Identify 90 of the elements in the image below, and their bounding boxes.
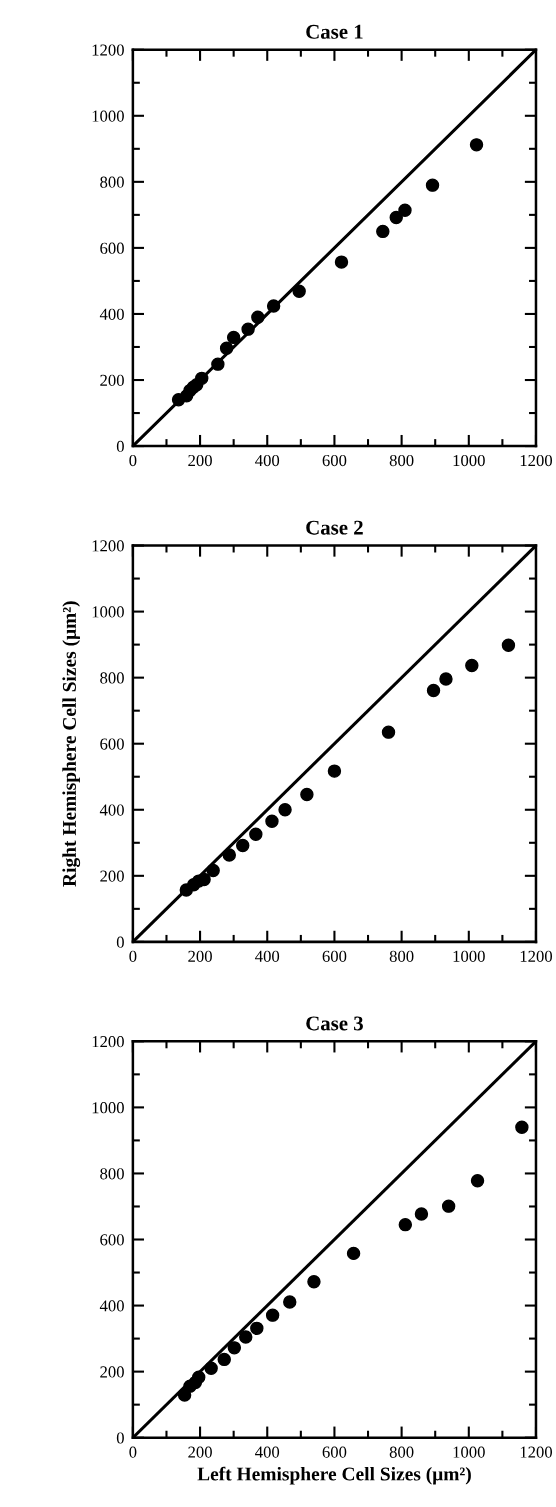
- chart-title: Case 1: [306, 24, 363, 39]
- point: [501, 638, 516, 652]
- y-tick-label: 800: [100, 176, 124, 188]
- point: [307, 1275, 321, 1289]
- point: [227, 1341, 242, 1355]
- y-tick-label: 0: [116, 440, 124, 453]
- y-tick-label: 0: [116, 1432, 124, 1444]
- x-tick-label: 600: [322, 1446, 347, 1458]
- y-tick-label: 1200: [92, 1036, 124, 1048]
- point: [195, 371, 209, 386]
- y-tick-label: 200: [100, 870, 124, 882]
- y-tick-label: 1000: [92, 606, 124, 618]
- x-tick-label: 800: [389, 1446, 414, 1458]
- x-tick-label: 1200: [520, 454, 553, 467]
- point: [266, 299, 281, 313]
- y-tick-label: 0: [116, 936, 124, 948]
- x-tick-label: 400: [255, 1446, 280, 1458]
- point: [381, 725, 396, 739]
- point: [300, 787, 314, 802]
- point: [239, 1330, 253, 1344]
- y-tick-label: 200: [100, 374, 124, 386]
- x-tick-label: 1000: [453, 1446, 485, 1458]
- x-tick-label: 400: [255, 950, 280, 962]
- point: [515, 1120, 529, 1134]
- x-tick-label: 1200: [520, 950, 553, 962]
- point: [465, 658, 479, 673]
- y-tick-label: 200: [100, 1366, 124, 1378]
- point: [425, 178, 440, 192]
- point: [346, 1246, 361, 1261]
- point: [250, 1321, 264, 1336]
- x-tick-label: 800: [389, 454, 414, 467]
- point: [398, 1217, 413, 1232]
- y-tick-label: 400: [99, 308, 124, 320]
- y-tick-label: 1200: [92, 44, 124, 56]
- x-tick-label: 200: [188, 950, 212, 962]
- point: [469, 138, 484, 152]
- x-tick-label: 800: [389, 950, 414, 962]
- chart-title: Case 2: [306, 520, 363, 535]
- point: [292, 284, 306, 298]
- point: [226, 330, 241, 345]
- y-tick-label: 600: [100, 242, 124, 254]
- x-tick-label: 200: [188, 1446, 212, 1458]
- x-tick-label: 1000: [453, 950, 485, 962]
- x-tick-label: 0: [129, 950, 137, 962]
- point: [398, 203, 412, 217]
- x-tick-label: 600: [322, 950, 347, 962]
- y-tick-label: 600: [100, 738, 124, 750]
- point: [441, 1199, 456, 1213]
- y-tick-label: 400: [99, 1300, 124, 1312]
- point: [204, 1361, 218, 1376]
- point: [211, 357, 225, 371]
- point: [219, 341, 234, 356]
- point: [439, 672, 453, 686]
- x-axis-title: Left Hemisphere Cell Sizes (μm²): [197, 1466, 471, 1485]
- point: [426, 683, 441, 698]
- point: [334, 255, 349, 269]
- point: [206, 863, 220, 878]
- point: [197, 872, 211, 887]
- point: [389, 210, 403, 225]
- point: [249, 827, 263, 841]
- y-tick-label: 800: [100, 672, 124, 684]
- point: [251, 310, 265, 324]
- point: [327, 764, 342, 778]
- y-tick-label: 400: [99, 804, 124, 816]
- point: [236, 838, 250, 853]
- point: [222, 848, 237, 862]
- x-tick-label: 1200: [520, 1446, 553, 1458]
- y-tick-label: 800: [100, 1168, 124, 1180]
- y-tick-label: 1000: [92, 110, 124, 122]
- point: [265, 1308, 280, 1322]
- point: [265, 814, 279, 829]
- y-tick-label: 1200: [92, 540, 124, 552]
- y-tick-label: 600: [100, 1234, 124, 1246]
- point: [470, 1174, 485, 1188]
- x-tick-label: 400: [255, 454, 280, 467]
- y-tick-label: 1000: [92, 1102, 124, 1114]
- x-tick-label: 0: [129, 1446, 137, 1458]
- point: [414, 1207, 429, 1221]
- point: [241, 322, 255, 336]
- x-tick-label: 200: [188, 454, 212, 467]
- point: [278, 803, 292, 817]
- x-tick-label: 1000: [453, 454, 485, 467]
- point: [376, 224, 390, 239]
- chart-title: Case 3: [306, 1016, 363, 1031]
- point: [192, 1370, 206, 1384]
- y-axis-title: Right Hemisphere Cell Sizes (μm²): [62, 601, 81, 887]
- x-tick-label: 600: [322, 454, 347, 467]
- point: [283, 1295, 297, 1309]
- x-tick-label: 0: [129, 454, 137, 467]
- point: [217, 1352, 231, 1367]
